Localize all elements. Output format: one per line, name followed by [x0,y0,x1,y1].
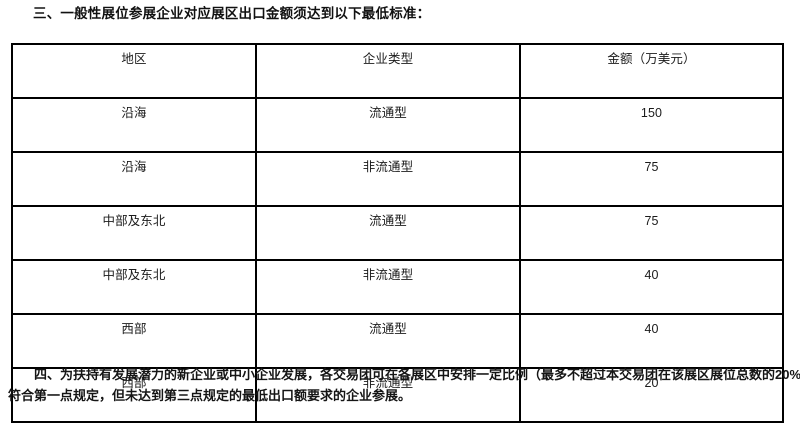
cell-enterprise-type: 流通型 [255,313,521,369]
footer-paragraph-line-2: 符合第一点规定，但未达到第三点规定的最低出口额要求的企业参展。 [8,388,412,403]
cell-enterprise-type: 非流通型 [255,151,521,207]
cell-enterprise-type: 非流通型 [255,259,521,315]
cell-amount: 150 [519,97,784,153]
column-header-enterprise-type: 企业类型 [255,43,521,99]
cell-amount: 75 [519,151,784,207]
cell-region: 中部及东北 [11,205,257,261]
table-row: 西部 流通型 40 [11,313,784,369]
cell-enterprise-type: 流通型 [255,205,521,261]
column-header-region: 地区 [11,43,257,99]
table-row: 中部及东北 非流通型 40 [11,259,784,315]
table-row: 沿海 非流通型 75 [11,151,784,207]
table-row: 沿海 流通型 150 [11,97,784,153]
cell-region: 沿海 [11,151,257,207]
cell-amount: 40 [519,313,784,369]
cell-region: 中部及东北 [11,259,257,315]
column-header-amount: 金额（万美元） [519,43,784,99]
table-row: 中部及东北 流通型 75 [11,205,784,261]
cell-amount: 40 [519,259,784,315]
cell-enterprise-type: 流通型 [255,97,521,153]
footer-paragraph-line-1-text: 四、为扶持有发展潜力的新企业或中小企业发展，各交易团可在各展区中安排一定比例（最… [34,367,800,382]
footer-paragraph-line-1: 四、为扶持有发展潜力的新企业或中小企业发展，各交易团可在各展区中安排一定比例（最… [8,364,800,385]
section-heading: 三、一般性展位参展企业对应展区出口金额须达到以下最低标准： [33,6,431,21]
cell-amount: 75 [519,205,784,261]
footer-paragraph: 四、为扶持有发展潜力的新企业或中小企业发展，各交易团可在各展区中安排一定比例（最… [8,364,800,406]
cell-region: 沿海 [11,97,257,153]
table-header-row: 地区 企业类型 金额（万美元） [11,43,784,99]
cell-region: 西部 [11,313,257,369]
document-page: 三、一般性展位参展企业对应展区出口金额须达到以下最低标准： 地区 企业类型 金额… [8,6,800,423]
